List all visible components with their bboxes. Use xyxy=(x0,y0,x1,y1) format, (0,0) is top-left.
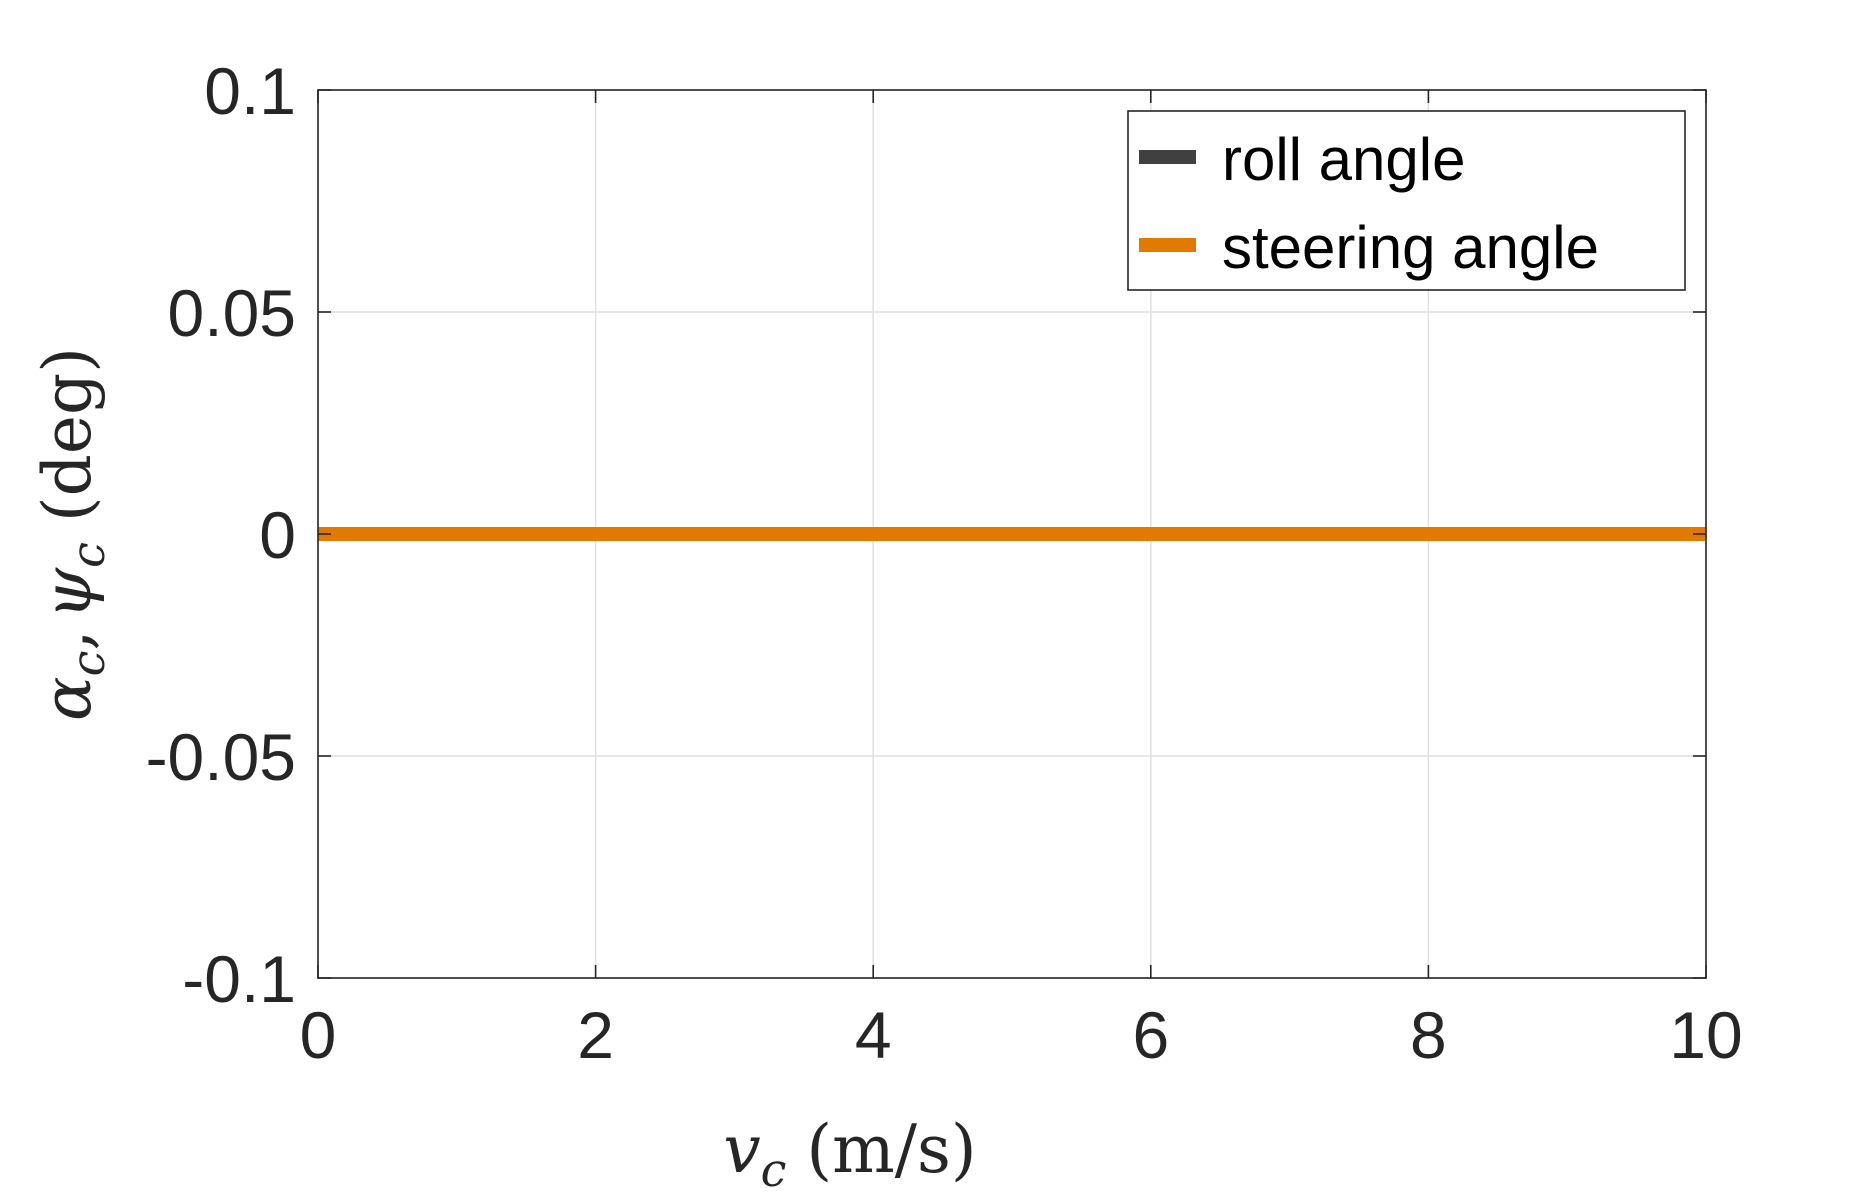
svg-text:αc,ψc(deg): αc,ψc(deg) xyxy=(29,347,115,721)
x-tick-label: 4 xyxy=(855,998,892,1072)
y-axis-symbol-2: ψ xyxy=(29,567,106,620)
y-axis-unit: (deg) xyxy=(29,347,106,522)
legend-label-roll-angle: roll angle xyxy=(1222,126,1466,193)
x-tick-label: 10 xyxy=(1669,998,1742,1072)
legend: roll angle steering angle xyxy=(1127,110,1686,291)
y-tick-label: 0 xyxy=(259,498,296,572)
tick-marks xyxy=(317,89,1707,979)
svg-text:vc(m/s): vc (m/s) xyxy=(723,1111,976,1196)
x-axis-unit: (m/s) xyxy=(806,1111,976,1188)
y-tick-labels: -0.1 -0.05 0 0.05 0.1 xyxy=(146,54,296,1016)
y-axis-subscript-1: c xyxy=(61,651,115,677)
x-tick-label: 8 xyxy=(1410,998,1447,1072)
x-axis-label: vc (m/s) xyxy=(723,1111,976,1196)
y-tick-label: -0.1 xyxy=(182,942,296,1016)
y-axis-label: αc,ψc(deg) xyxy=(29,347,115,721)
x-tick-label: 0 xyxy=(300,998,337,1072)
legend-box xyxy=(1127,110,1686,291)
x-tick-label: 2 xyxy=(577,998,614,1072)
y-axis-symbol-1: α xyxy=(29,676,106,721)
x-tick-label: 6 xyxy=(1132,998,1169,1072)
y-tick-label: -0.05 xyxy=(146,720,296,794)
y-tick-label: 0.05 xyxy=(168,276,296,350)
y-tick-label: 0.1 xyxy=(204,54,296,128)
legend-label-steering-angle: steering angle xyxy=(1222,214,1599,281)
x-tick-labels: 0 2 4 6 8 10 xyxy=(300,998,1743,1072)
y-axis-subscript-2: c xyxy=(61,542,115,568)
x-axis-subscript: c xyxy=(761,1143,787,1196)
x-axis-symbol: v xyxy=(723,1111,760,1188)
